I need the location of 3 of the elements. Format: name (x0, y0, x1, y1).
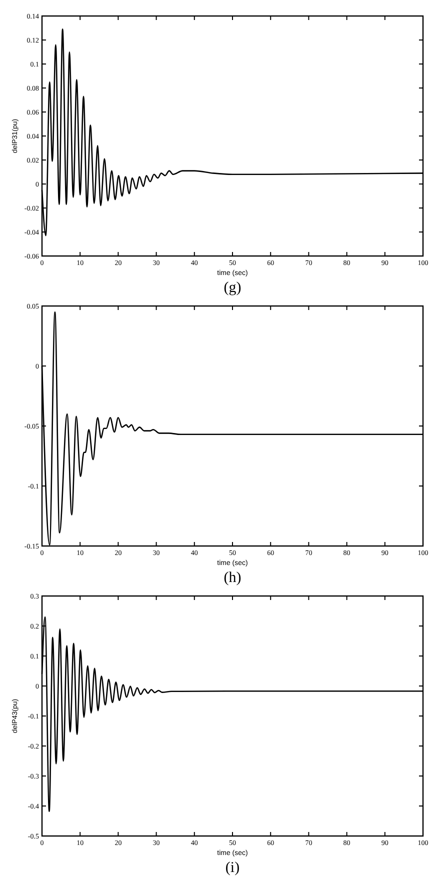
text: (i) (225, 860, 240, 876)
text: (h) (224, 570, 242, 586)
text: (g) (224, 280, 242, 296)
